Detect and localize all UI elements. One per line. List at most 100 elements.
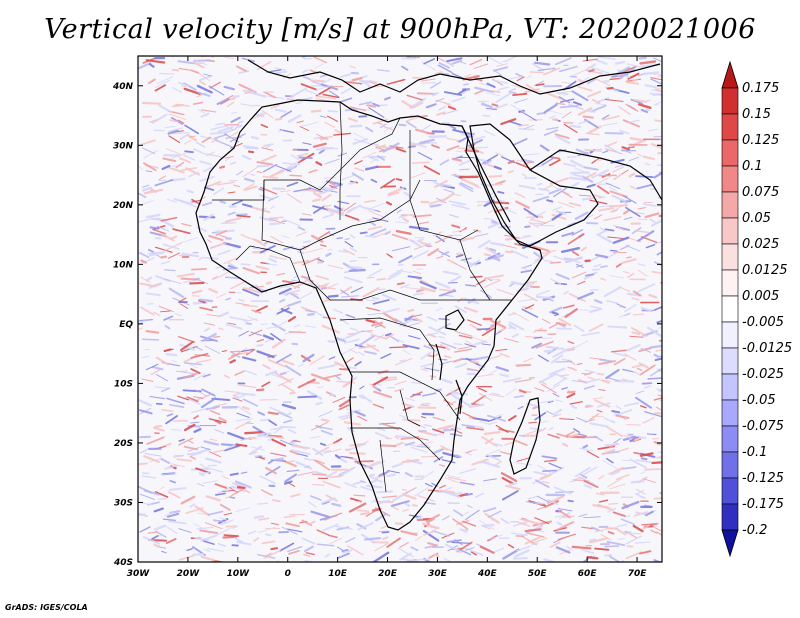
updraft-streak (651, 461, 662, 465)
downdraft-streak (301, 121, 319, 127)
downdraft-streak (589, 538, 597, 542)
downdraft-streak (321, 497, 336, 505)
updraft-streak (528, 221, 539, 228)
downdraft-streak (327, 110, 339, 113)
updraft-streak (432, 416, 446, 422)
updraft-streak (365, 318, 376, 324)
downdraft-streak (177, 60, 196, 65)
downdraft-streak (225, 276, 242, 280)
updraft-streak (439, 464, 446, 467)
updraft-streak (143, 162, 157, 172)
updraft-streak (515, 363, 532, 367)
updraft-streak (289, 460, 296, 463)
updraft-streak (484, 274, 504, 280)
downdraft-streak (443, 557, 451, 562)
updraft-streak (235, 443, 248, 447)
updraft-streak (261, 147, 274, 151)
downdraft-streak (653, 57, 662, 63)
updraft-streak (558, 317, 572, 327)
updraft-streak (625, 530, 637, 539)
downdraft-streak (400, 558, 420, 562)
downdraft-streak (370, 158, 378, 163)
downdraft-streak (172, 56, 175, 58)
downdraft-streak (650, 78, 662, 85)
updraft-streak (629, 185, 636, 190)
updraft-streak (469, 360, 480, 364)
coastline-red-sea (461, 125, 511, 223)
updraft-streak (394, 380, 407, 386)
downdraft-streak (312, 205, 325, 214)
updraft-streak (256, 61, 272, 71)
downdraft-streak (640, 108, 649, 114)
updraft-streak (508, 415, 517, 422)
downdraft-streak (277, 411, 292, 419)
updraft-streak (612, 166, 625, 173)
downdraft-streak (624, 304, 637, 313)
downdraft-streak (186, 189, 194, 194)
updraft-streak (349, 106, 367, 112)
updraft-streak (218, 327, 224, 331)
updraft-streak (224, 390, 240, 393)
updraft-streak (638, 362, 649, 369)
updraft-streak (158, 175, 166, 181)
updraft-streak (409, 172, 426, 179)
downdraft-streak (454, 305, 467, 314)
updraft-streak (420, 455, 438, 458)
downdraft-streak (463, 260, 477, 266)
updraft-streak (586, 450, 600, 459)
downdraft-streak (423, 58, 436, 65)
updraft-streak (230, 280, 247, 290)
downdraft-streak (304, 465, 311, 468)
updraft-streak (655, 406, 662, 411)
updraft-streak (474, 89, 485, 95)
downdraft-streak (497, 190, 505, 194)
downdraft-streak (643, 71, 660, 76)
downdraft-streak (320, 83, 339, 91)
updraft-streak (328, 475, 344, 478)
downdraft-streak (492, 103, 508, 110)
updraft-streak (320, 244, 327, 247)
downdraft-streak (271, 322, 286, 332)
updraft-streak (243, 91, 251, 95)
updraft-streak (251, 237, 267, 247)
updraft-streak (178, 336, 196, 343)
downdraft-streak (604, 228, 615, 232)
downdraft-streak (511, 333, 519, 338)
downdraft-streak (614, 409, 633, 417)
updraft-streak (471, 394, 486, 405)
downdraft-streak (657, 368, 662, 372)
downdraft-streak (349, 443, 367, 451)
updraft-streak (205, 495, 221, 502)
updraft-streak (219, 165, 226, 169)
downdraft-streak (337, 546, 344, 551)
downdraft-streak (348, 366, 357, 370)
updraft-streak (585, 132, 600, 136)
downdraft-streak (155, 402, 163, 406)
updraft-streak (481, 327, 495, 337)
downdraft-streak (155, 274, 171, 283)
downdraft-streak (389, 268, 404, 277)
downdraft-streak (502, 548, 520, 560)
downdraft-streak (404, 502, 411, 507)
colorbar-swatch (721, 347, 739, 375)
downdraft-streak (204, 345, 221, 354)
updraft-streak (178, 67, 192, 72)
updraft-streak (276, 169, 284, 174)
downdraft-streak (391, 462, 403, 469)
updraft-streak (656, 531, 662, 536)
updraft-streak (274, 117, 283, 121)
downdraft-streak (576, 417, 588, 423)
updraft-streak (525, 84, 537, 92)
updraft-streak (379, 444, 397, 448)
downdraft-streak (197, 91, 211, 97)
downdraft-streak (203, 548, 211, 552)
updraft-streak (518, 389, 527, 394)
downdraft-streak (622, 195, 637, 204)
updraft-streak (243, 185, 258, 191)
downdraft-streak (585, 63, 597, 71)
updraft-streak (625, 81, 639, 85)
downdraft-streak (206, 548, 224, 552)
updraft-streak (541, 480, 550, 484)
updraft-streak (214, 483, 228, 489)
updraft-streak (566, 430, 576, 437)
